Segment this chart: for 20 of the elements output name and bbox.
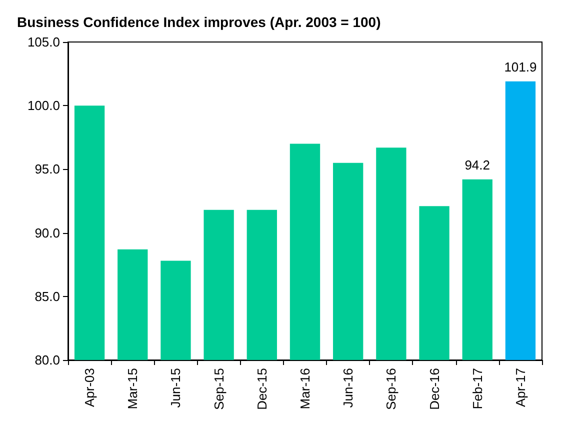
x-tick-label: Dec-15: [254, 368, 270, 410]
x-tick-label: Jun-15: [168, 368, 184, 408]
y-tick-label: 95.0: [34, 162, 60, 177]
x-tick-label: Sep-15: [211, 368, 226, 410]
x-tick-label: Mar-15: [125, 368, 140, 410]
y-tick-label: 90.0: [34, 225, 60, 240]
x-tick-label: Apr-17: [512, 368, 528, 408]
x-tick-label: Jun-16: [340, 368, 356, 408]
y-tick-label: 85.0: [34, 288, 60, 304]
data-label: 101.9: [504, 59, 537, 74]
x-tick-label: Sep-16: [384, 368, 399, 410]
x-tick-label: Dec-16: [426, 368, 442, 410]
chart-title: Business Confidence Index improves (Apr. 2003 = 100): [17, 14, 381, 30]
x-tick-label: Apr-03: [82, 368, 98, 408]
data-label: 94.2: [464, 157, 490, 172]
x-tick-label: Mar-16: [298, 368, 312, 410]
y-tick-label: 80.0: [34, 352, 60, 368]
y-tick-label: 100.0: [27, 98, 60, 114]
x-tick-label: Feb-17: [470, 368, 485, 410]
y-tick-label: 105.0: [27, 34, 60, 50]
